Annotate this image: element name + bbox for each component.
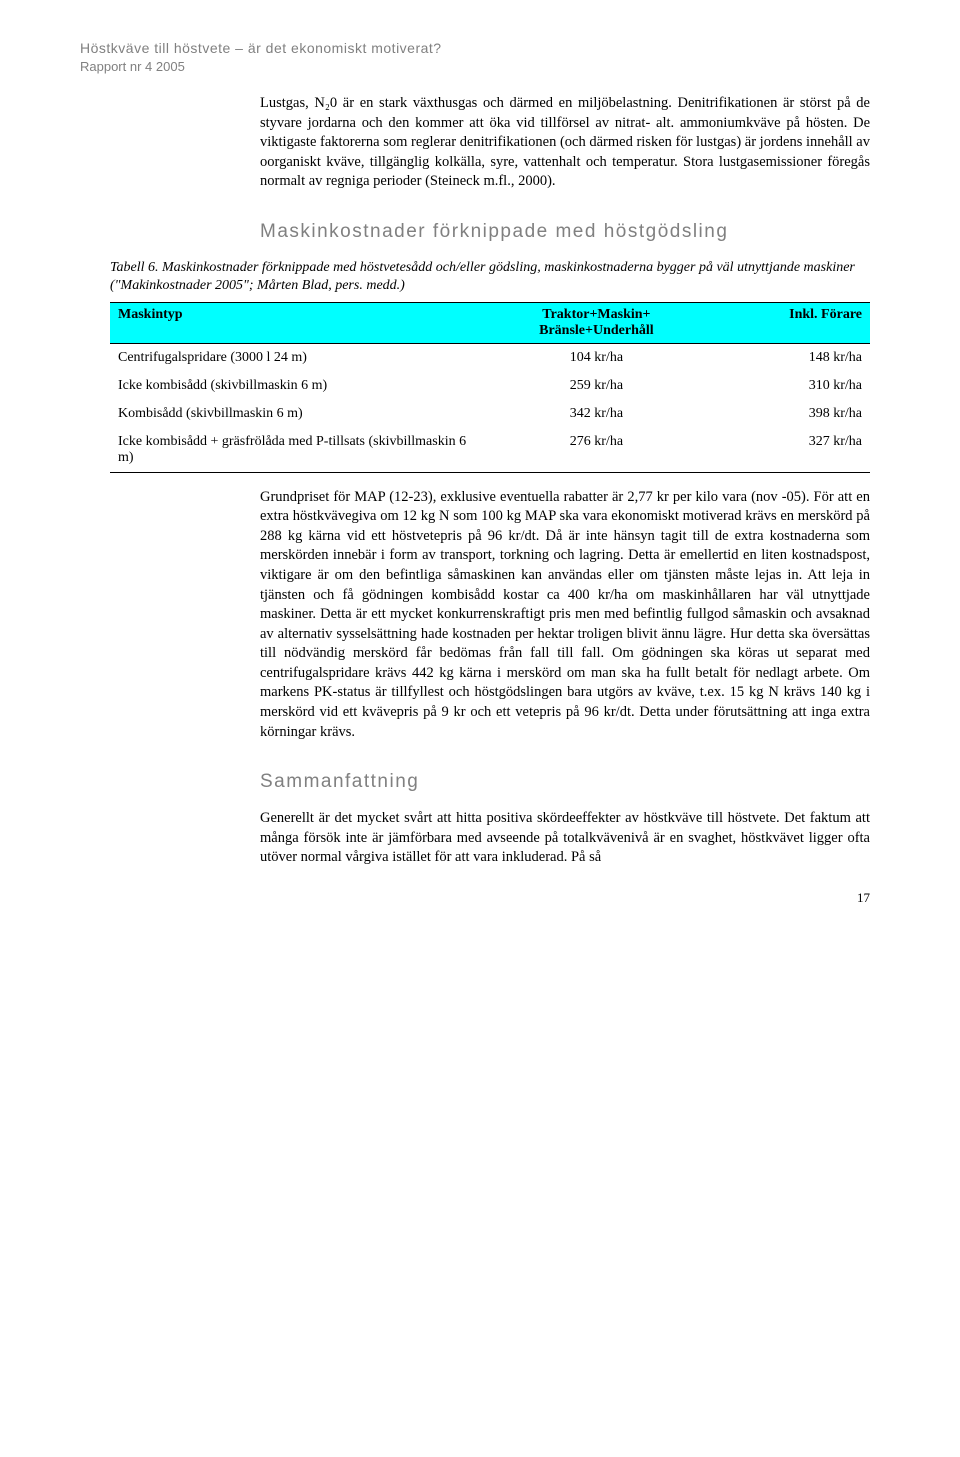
table-row: Icke kombisådd (skivbillmaskin 6 m) 259 … (110, 372, 870, 400)
cell-v2: 398 kr/ha (703, 400, 870, 428)
doc-title: Höstkväve till höstvete – är det ekonomi… (80, 40, 900, 56)
table-row: Icke kombisådd + gräsfrölåda med P-tills… (110, 428, 870, 473)
table6-header-col2: Traktor+Maskin+ Bränsle+Underhåll (490, 303, 703, 344)
cell-v2: 310 kr/ha (703, 372, 870, 400)
table-row: Centrifugalspridare (3000 l 24 m) 104 kr… (110, 344, 870, 373)
table6-header-maskintyp: Maskintyp (110, 303, 490, 344)
cell-name: Centrifugalspridare (3000 l 24 m) (110, 344, 490, 373)
table-row: Kombisådd (skivbillmaskin 6 m) 342 kr/ha… (110, 400, 870, 428)
doc-subtitle: Rapport nr 4 2005 (80, 59, 900, 74)
table6-caption-body: Maskinkostnader förknippade med höstvete… (110, 260, 855, 294)
closing-paragraph: Generellt är det mycket svårt att hitta … (260, 809, 870, 868)
table6-header-col2a: Traktor+Maskin+ (542, 307, 650, 322)
cell-v1: 259 kr/ha (490, 372, 703, 400)
cell-v1: 342 kr/ha (490, 400, 703, 428)
cell-name: Icke kombisådd (skivbillmaskin 6 m) (110, 372, 490, 400)
main-paragraph: Grundpriset för MAP (12-23), exklusive e… (260, 488, 870, 742)
cell-v2: 327 kr/ha (703, 428, 870, 473)
cell-v1: 104 kr/ha (490, 344, 703, 373)
cell-name: Kombisådd (skivbillmaskin 6 m) (110, 400, 490, 428)
table6-header-col3: Inkl. Förare (703, 303, 870, 344)
section-heading-maskinkostnader: Maskinkostnader förknippade med höstgöds… (260, 220, 900, 245)
cell-name: Icke kombisådd + gräsfrölåda med P-tills… (110, 428, 490, 473)
cell-v1: 276 kr/ha (490, 428, 703, 473)
cell-v2: 148 kr/ha (703, 344, 870, 373)
intro-paragraph: Lustgas, N₂0 är en stark växthusgas och … (260, 94, 870, 192)
table6: Maskintyp Traktor+Maskin+ Bränsle+Underh… (110, 302, 870, 473)
page-number: 17 (80, 890, 870, 906)
table6-caption: Tabell 6. Maskinkostnader förknippade me… (110, 259, 870, 297)
section-heading-sammanfattning: Sammanfattning (260, 770, 900, 795)
table6-caption-prefix: Tabell 6. (110, 260, 159, 275)
table6-header-col2b: Bränsle+Underhåll (539, 323, 654, 338)
